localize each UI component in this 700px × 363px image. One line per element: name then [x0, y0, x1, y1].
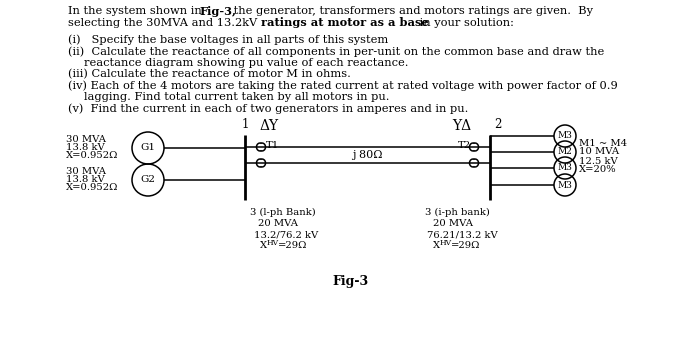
- Text: T1: T1: [266, 140, 279, 150]
- Text: M3: M3: [558, 180, 573, 189]
- Text: lagging. Find total current taken by all motors in pu.: lagging. Find total current taken by all…: [84, 92, 389, 102]
- Text: (iv) Each of the 4 motors are taking the rated current at rated voltage with pow: (iv) Each of the 4 motors are taking the…: [68, 81, 617, 91]
- Text: ΔY: ΔY: [259, 119, 278, 133]
- Text: X=0.952Ω: X=0.952Ω: [66, 184, 118, 192]
- Text: j 80Ω: j 80Ω: [352, 150, 383, 160]
- Text: ratings at motor as a base: ratings at motor as a base: [261, 17, 428, 29]
- Text: 3 (i-ph bank): 3 (i-ph bank): [425, 208, 490, 217]
- Text: 30 MVA: 30 MVA: [66, 135, 106, 144]
- Text: Fig-3,: Fig-3,: [199, 6, 236, 17]
- Text: 20 MVA: 20 MVA: [258, 219, 298, 228]
- Text: G2: G2: [141, 175, 155, 184]
- Text: reactance diagram showing pu value of each reactance.: reactance diagram showing pu value of ea…: [84, 58, 409, 68]
- Text: 13.2/76.2 kV: 13.2/76.2 kV: [254, 230, 318, 239]
- Text: M1 ~ M4: M1 ~ M4: [579, 139, 627, 147]
- Text: G1: G1: [141, 143, 155, 152]
- Text: (v)  Find the current in each of two generators in amperes and in pu.: (v) Find the current in each of two gene…: [68, 104, 468, 114]
- Text: 30 MVA: 30 MVA: [66, 167, 106, 176]
- Text: (i)   Specify the base voltages in all parts of this system: (i) Specify the base voltages in all par…: [68, 35, 389, 45]
- Text: the generator, transformers and motors ratings are given.  By: the generator, transformers and motors r…: [230, 6, 593, 16]
- Text: selecting the 30MVA and 13.2kV: selecting the 30MVA and 13.2kV: [68, 17, 261, 28]
- Text: T2: T2: [458, 140, 471, 150]
- Text: 13.8 kV: 13.8 kV: [66, 175, 105, 184]
- Text: 20 MVA: 20 MVA: [433, 219, 473, 228]
- Text: 1: 1: [241, 118, 248, 131]
- Text: 2: 2: [494, 118, 501, 131]
- Text: (iii) Calculate the reactance of motor M in ohms.: (iii) Calculate the reactance of motor M…: [68, 69, 351, 79]
- Text: X=0.952Ω: X=0.952Ω: [66, 151, 118, 160]
- Text: 13.8 kV: 13.8 kV: [66, 143, 105, 152]
- Text: X=20%: X=20%: [579, 166, 617, 175]
- Text: X: X: [260, 241, 267, 250]
- Text: 10 MVA: 10 MVA: [579, 147, 619, 156]
- Text: M3: M3: [558, 163, 573, 172]
- Text: =29Ω: =29Ω: [451, 241, 480, 250]
- Text: HV: HV: [267, 239, 279, 247]
- Text: YΔ: YΔ: [452, 119, 471, 133]
- Text: In the system shown in: In the system shown in: [68, 6, 205, 16]
- Text: 76.21/13.2 kV: 76.21/13.2 kV: [427, 230, 498, 239]
- Text: Fig-3: Fig-3: [332, 274, 368, 287]
- Text: =29Ω: =29Ω: [278, 241, 307, 250]
- Text: X: X: [433, 241, 440, 250]
- Text: M2: M2: [558, 147, 573, 156]
- Text: 3 (l-ph Bank): 3 (l-ph Bank): [250, 208, 316, 217]
- Text: in your solution:: in your solution:: [416, 17, 514, 28]
- Text: HV: HV: [440, 239, 452, 247]
- Text: (ii)  Calculate the reactance of all components in per-unit on the common base a: (ii) Calculate the reactance of all comp…: [68, 46, 604, 57]
- Text: 12.5 kV: 12.5 kV: [579, 156, 617, 166]
- Text: M3: M3: [558, 131, 573, 140]
